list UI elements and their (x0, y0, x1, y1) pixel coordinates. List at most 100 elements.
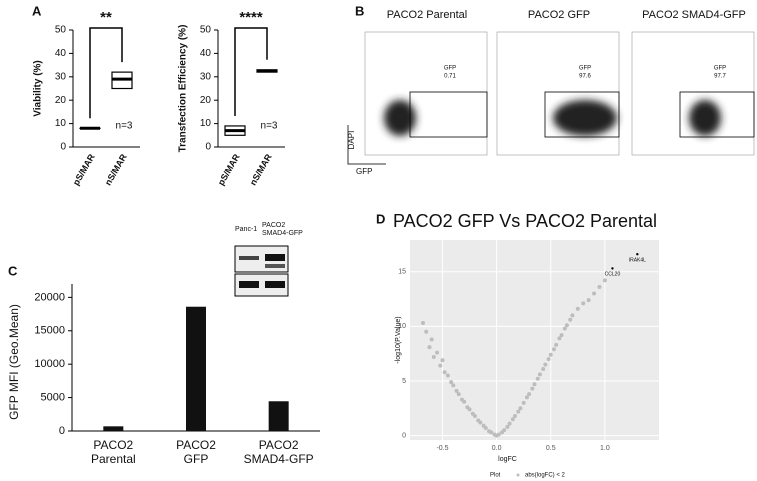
y-axis-label: Viability (%) (33, 60, 44, 117)
flow-x-label: GFP (356, 167, 372, 176)
y-tick-label: 5000 (41, 391, 65, 403)
point (530, 386, 535, 391)
significance-bracket (234, 27, 268, 116)
y-tick-label: 5 (402, 378, 406, 385)
x-tick-label: 0.0 (492, 445, 502, 452)
flow-cloud (689, 100, 721, 136)
point (462, 399, 467, 404)
y-tick-label: 10 (398, 323, 406, 330)
point (546, 357, 551, 362)
panel-label: A (32, 3, 42, 18)
blot-lane-label: PACO2 SMAD4-GFP (262, 222, 303, 237)
blot-band (239, 256, 259, 260)
flow-cloud (553, 100, 617, 136)
point (431, 354, 436, 359)
flow-cloud (384, 100, 416, 136)
y-tick-label: 40 (200, 48, 212, 59)
x-tick-label: nS/MAR (248, 152, 274, 187)
point (456, 392, 461, 397)
point (548, 352, 553, 357)
point-label: IRAK4L (629, 258, 646, 264)
point (451, 383, 456, 388)
flow-y-label: DAPI (347, 131, 356, 150)
point (581, 301, 586, 306)
point (592, 291, 597, 296)
legend-title: Plot (490, 473, 501, 479)
point (438, 363, 443, 368)
point (532, 382, 537, 387)
gate-label: GFP (714, 66, 726, 72)
flow-gate (544, 91, 620, 138)
point (524, 395, 529, 400)
point (575, 306, 580, 311)
blot-band (265, 281, 285, 288)
point (541, 366, 546, 371)
x-axis-label: logFC (498, 456, 517, 463)
point (505, 424, 510, 429)
point (483, 425, 488, 430)
point (554, 342, 559, 347)
chart-title: PACO2 GFP Vs PACO2 Parental (393, 211, 657, 231)
flow-title: PACO2 GFP (528, 9, 590, 21)
panel-label: C (8, 263, 18, 278)
point (543, 362, 548, 367)
x-tick-label: PACO2 Parental (90, 438, 136, 466)
point (489, 430, 494, 435)
bar (268, 401, 289, 431)
significance-bracket (89, 27, 123, 119)
point (510, 417, 515, 422)
blot-lane-label: Panc-1 (235, 226, 257, 233)
flow-gate (409, 91, 488, 138)
point (478, 420, 483, 425)
y-tick-label: 50 (200, 25, 212, 36)
gate-value: 97.7 (714, 74, 726, 80)
gate-label: GFP (444, 66, 456, 72)
point (427, 345, 432, 350)
gate-value: 97.6 (579, 74, 591, 80)
annotation: n=3 (261, 121, 278, 132)
point (442, 370, 447, 375)
point (527, 392, 532, 397)
y-tick-label: 30 (55, 71, 67, 82)
highlight-point (611, 267, 614, 270)
significance: **** (239, 9, 263, 26)
x-tick-label: 0.5 (546, 445, 556, 452)
legend-marker (516, 473, 520, 477)
plot-bg (410, 240, 659, 440)
y-tick-label: 40 (55, 48, 67, 59)
y-tick-label: 50 (55, 25, 67, 36)
point (586, 298, 591, 303)
point (557, 336, 562, 341)
point (420, 321, 425, 326)
blot-band (265, 264, 285, 268)
y-tick-label: 15000 (34, 325, 65, 337)
bar (186, 306, 206, 431)
point (562, 326, 567, 331)
y-axis-label: GFP MFI (Geo.Mean) (7, 304, 21, 420)
point (496, 432, 501, 437)
point (516, 409, 521, 414)
point (568, 317, 573, 322)
blot-frame (234, 273, 289, 297)
point (472, 413, 477, 418)
point (597, 284, 602, 289)
y-tick-label: 0 (205, 142, 211, 153)
flow-axes (347, 125, 386, 165)
y-tick-label: 20 (200, 95, 212, 106)
blot-band (239, 281, 259, 288)
annotation: n=3 (116, 121, 133, 132)
y-tick-label: 0 (59, 425, 65, 437)
gate-label: GFP (579, 66, 591, 72)
y-tick-label: 0 (402, 432, 406, 439)
y-axis-label: Transfection Efficiency (%) (178, 25, 189, 153)
flow-frame (631, 31, 755, 156)
point (570, 313, 575, 318)
point (502, 428, 507, 433)
y-tick-label: 10 (55, 118, 67, 129)
y-tick-label: 20000 (34, 291, 65, 303)
flow-frame (496, 31, 620, 156)
x-tick-label: PACO2 SMAD4-GFP (243, 438, 314, 466)
significance: ** (100, 9, 112, 26)
panel-label: B (355, 3, 364, 18)
blot-band (265, 254, 285, 261)
